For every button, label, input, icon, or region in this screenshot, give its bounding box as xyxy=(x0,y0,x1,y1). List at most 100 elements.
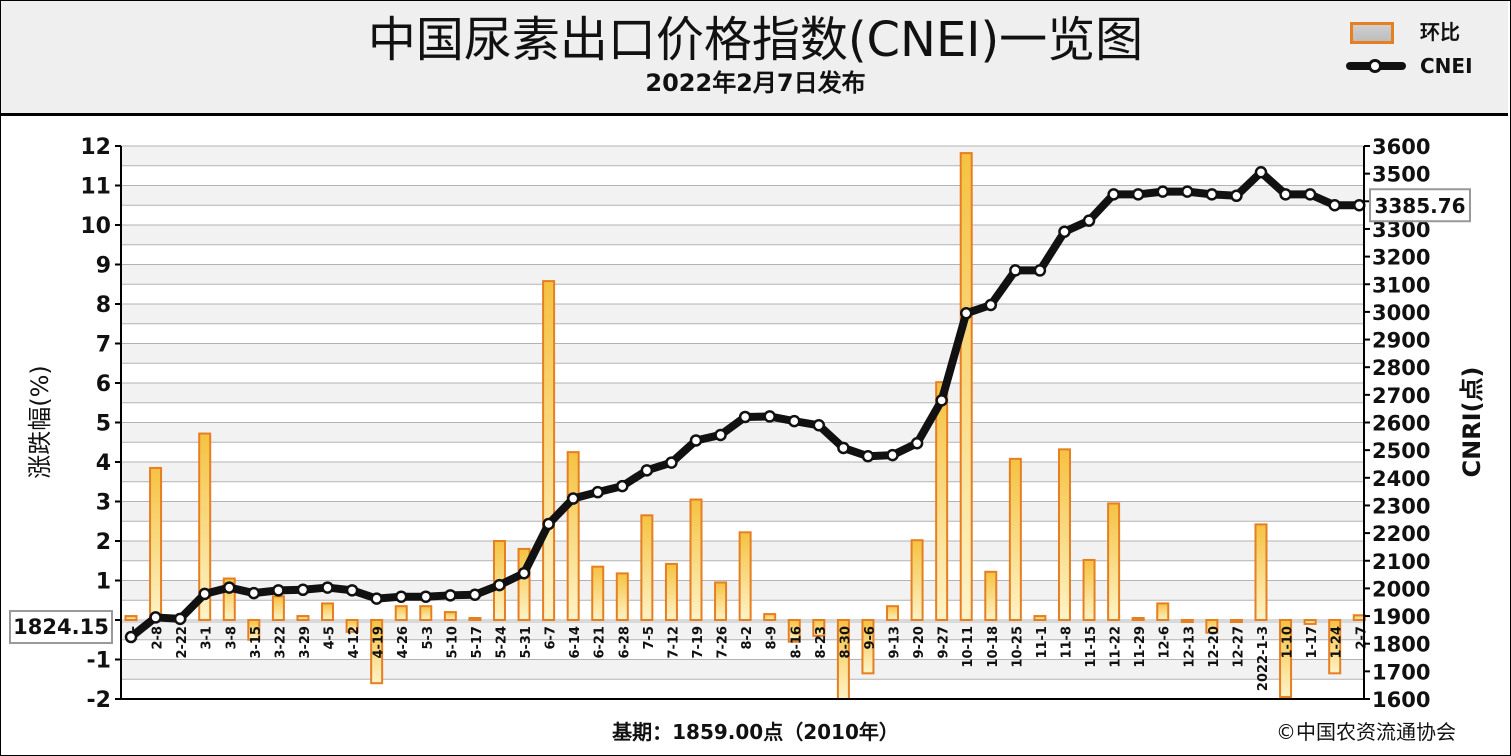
y2-tick-label: 1900 xyxy=(1372,605,1430,629)
cnei-point-8-2 xyxy=(738,410,752,424)
x-tick-label: 6-28 xyxy=(617,626,632,659)
plot-band xyxy=(121,304,1364,324)
x-tick-label: 2022-1-3 xyxy=(1256,626,1271,691)
y-tick-label: 8 xyxy=(96,293,111,318)
x-tick-label: 12-6 xyxy=(1158,626,1173,659)
cnei-point-5-17 xyxy=(468,588,482,602)
y-tick-label: 7 xyxy=(96,333,111,358)
x-tick-label: 4-19 xyxy=(372,626,387,659)
y2-tick-label: 2500 xyxy=(1372,439,1430,463)
cnei-point-11-29 xyxy=(1131,188,1145,201)
x-tick-label: 1-10 xyxy=(1281,626,1296,659)
x-tick-label: 11-8 xyxy=(1059,626,1074,659)
x-tick-label: 9-20 xyxy=(912,626,927,659)
x-tick-label: 4-12 xyxy=(347,626,362,659)
bar-6-7 xyxy=(542,280,556,621)
y-tick-label: 12 xyxy=(80,135,111,160)
bar-1-10 xyxy=(1279,619,1293,699)
bar-4-26 xyxy=(394,605,408,621)
y2-axis-title: CNRI(点) xyxy=(1458,366,1486,477)
bar-8-16 xyxy=(787,619,801,643)
x-tick-label: 12-27 xyxy=(1231,626,1246,668)
bar-10-11 xyxy=(959,152,973,622)
cnei-point-12-27 xyxy=(1230,189,1243,203)
x-tick-label: 11-29 xyxy=(1133,626,1148,668)
bar-9-27 xyxy=(935,381,949,621)
cnei-point-9-27 xyxy=(935,394,948,407)
x-tick-label: 6-7 xyxy=(544,626,559,650)
cnei-point-8-16 xyxy=(788,414,801,428)
y2-tick-label: 1700 xyxy=(1372,660,1430,684)
bar-12-13 xyxy=(1180,619,1194,623)
bar-3-29 xyxy=(296,615,310,621)
bar-3-15 xyxy=(247,619,261,641)
cnei-point-10-18 xyxy=(984,298,998,312)
x-tick-label: 3-29 xyxy=(298,626,313,659)
bar-6-28 xyxy=(615,572,629,622)
x-tick-label: 7-5 xyxy=(642,626,657,650)
legend-bar-label: 环比 xyxy=(1420,20,1460,44)
cnei-point-5-24 xyxy=(493,578,506,592)
cnei-point-7-12 xyxy=(665,456,678,469)
cnei-point-7-5 xyxy=(640,464,654,477)
x-tick-label: 4-26 xyxy=(396,626,411,659)
bar-6-14 xyxy=(566,451,580,621)
cnei-point-6-21 xyxy=(591,485,604,499)
y-tick-label: 11 xyxy=(80,175,111,200)
zero-band xyxy=(121,620,1364,623)
bar-7-26 xyxy=(714,581,728,621)
y2-tick-label: 3200 xyxy=(1372,246,1430,270)
bar-12-27 xyxy=(1229,619,1243,623)
x-tick-label: 4-5 xyxy=(323,626,338,650)
y2-tick-label: 3500 xyxy=(1372,163,1430,187)
x-tick-label: 8-2 xyxy=(740,626,755,650)
bar-3-1 xyxy=(198,432,212,621)
x-tick-label: 6-21 xyxy=(593,626,608,659)
x-tick-label: 8-16 xyxy=(789,626,804,659)
plot-band xyxy=(121,659,1364,680)
x-tick-label: 1-17 xyxy=(1305,626,1320,659)
x-tick-label: 2-22 xyxy=(175,626,190,659)
cnei-point-2-7 xyxy=(1353,198,1366,212)
plot-band xyxy=(121,146,1364,166)
plot-band xyxy=(121,343,1364,364)
x-tick-label: 8-23 xyxy=(814,626,829,659)
bar-11-1 xyxy=(1033,615,1047,621)
x-tick-label: 11-15 xyxy=(1084,626,1099,668)
y2-tick-label: 3100 xyxy=(1372,273,1430,297)
y-tick-label: 10 xyxy=(80,214,111,239)
cnei-point-7-26 xyxy=(714,428,727,442)
cnei-point-11-1 xyxy=(1033,264,1047,277)
bar-11-22 xyxy=(1107,502,1121,622)
x-tick-label: 9-6 xyxy=(863,626,878,650)
bar-8-9 xyxy=(763,613,777,622)
x-tick-label: 7-26 xyxy=(716,626,731,659)
bar-6-21 xyxy=(591,565,605,621)
bar-4-12 xyxy=(345,619,359,633)
cnei-point-2- xyxy=(124,630,138,644)
x-tick-label: 5-17 xyxy=(470,626,485,659)
chart-plot: 2-2-82-223-13-83-153-223-294-54-124-194-… xyxy=(9,135,1486,713)
y2-tick-label: 2300 xyxy=(1372,494,1430,518)
cnei-point-7-19 xyxy=(689,434,703,447)
cnei-point-3-29 xyxy=(296,583,310,597)
plot-band xyxy=(121,620,1364,640)
cnei-point-6-7 xyxy=(542,517,555,531)
cnei-point-2-8 xyxy=(149,611,162,624)
cnei-point-3-1 xyxy=(198,587,211,601)
x-tick-label: 5-10 xyxy=(445,626,460,659)
x-tick-label: 10-11 xyxy=(961,626,976,668)
bar-9-20 xyxy=(910,539,924,622)
cnei-point-12-6 xyxy=(1156,185,1169,198)
bar-1-17 xyxy=(1303,619,1317,625)
x-tick-label: 8-9 xyxy=(765,626,780,650)
x-tick-label: 3-1 xyxy=(200,626,215,650)
y-tick-label: 6 xyxy=(96,372,111,397)
copyright-note: ©中国农资流通协会 xyxy=(1276,720,1456,744)
bar-11-15 xyxy=(1082,558,1096,622)
cnei-point-11-22 xyxy=(1107,188,1120,201)
y2-tick-label: 2400 xyxy=(1372,467,1430,491)
y2-tick-label: 2100 xyxy=(1372,550,1430,574)
first-value-label: 1824.15 xyxy=(13,615,109,639)
cnei-point-1-24 xyxy=(1328,198,1341,212)
